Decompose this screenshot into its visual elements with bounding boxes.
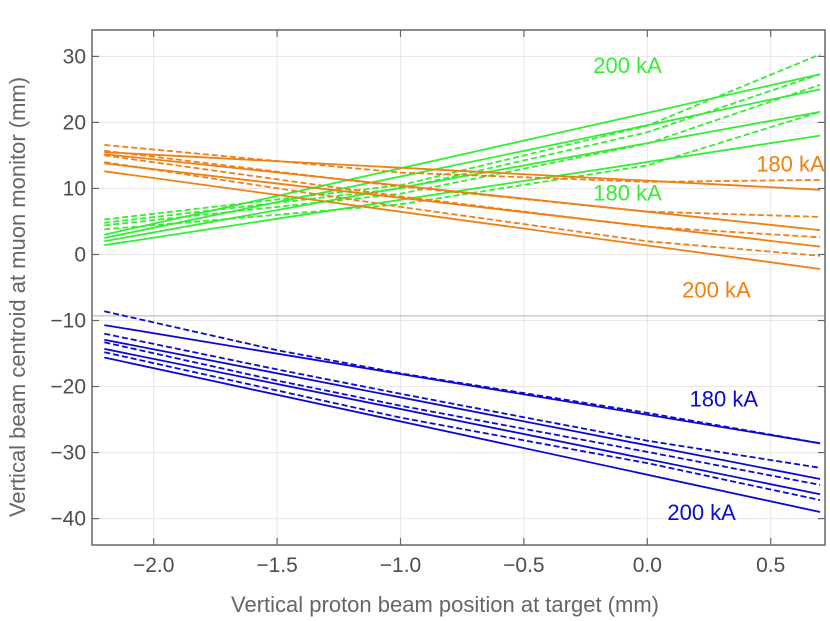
y-tick-label-5: −20 xyxy=(50,376,86,399)
series-line-blue-dashed-2 xyxy=(104,332,821,469)
annotation-label-4: 180 kA xyxy=(690,386,759,411)
x-tick-label-1: −1.5 xyxy=(256,554,297,577)
series-line-blue-solid-4 xyxy=(104,356,821,513)
x-tick-label-3: −0.5 xyxy=(503,554,544,577)
annotation-label-1: 180 kA xyxy=(756,151,825,176)
series-line-orange-dashed-2 xyxy=(104,149,821,218)
y-tick-label-2: 10 xyxy=(63,177,86,200)
series-line-orange-solid-3 xyxy=(104,162,821,248)
plot-frame xyxy=(91,29,826,546)
annotation-label-2: 180 kA xyxy=(593,180,662,205)
y-tick-label-7: −40 xyxy=(50,508,86,531)
series-line-green-solid-4 xyxy=(104,134,821,247)
y-tick-label-0: 30 xyxy=(63,45,86,68)
gridlines xyxy=(92,30,825,545)
y-tick-label-3: 0 xyxy=(74,243,86,266)
x-tick-label-5: 0.5 xyxy=(756,554,785,577)
ticks-group: −2.0 −1.5 −1.0 −0.5 0.0 0.5 30 20 10 0 −10 −20 −30 −4… xyxy=(50,30,825,577)
series-line-orange-solid-4 xyxy=(104,170,821,270)
series-line-blue-solid-3 xyxy=(104,348,821,496)
series-line-green-dashed-4 xyxy=(104,111,821,231)
series-line-green-dashed-2 xyxy=(104,73,821,224)
annotations-group: 200 kA 180 kA 180 kA 200 kA 180 kA 200 kA xyxy=(593,53,825,525)
y-axis-title: Vertical beam centroid at muon monitor (… xyxy=(5,77,30,517)
annotation-label-5: 200 kA xyxy=(667,500,736,525)
series-line-blue-dashed-4 xyxy=(104,351,821,501)
annotation-label-3: 200 kA xyxy=(682,277,751,302)
y-tick-label-1: 20 xyxy=(63,111,86,134)
series-line-green-dashed-1 xyxy=(104,53,821,221)
series-line-blue-dashed-1 xyxy=(104,310,821,445)
series-line-green-dashed-3 xyxy=(104,83,821,227)
x-tick-label-2: −1.0 xyxy=(380,554,421,577)
y-tick-label-4: −10 xyxy=(50,310,86,333)
x-axis-title: Vertical proton beam position at target … xyxy=(231,592,659,617)
series-line-blue-dashed-3 xyxy=(104,341,821,486)
x-tick-label-0: −2.0 xyxy=(133,554,174,577)
series-line-blue-solid-1 xyxy=(104,324,821,445)
series-line-orange-dashed-1 xyxy=(104,144,821,183)
series-line-orange-dashed-3 xyxy=(104,154,821,239)
x-tick-label-4: 0.0 xyxy=(633,554,662,577)
series-line-blue-solid-2 xyxy=(104,338,821,480)
series-line-green-solid-1 xyxy=(104,73,821,236)
series-line-orange-solid-1 xyxy=(104,151,821,191)
annotation-label-0: 200 kA xyxy=(593,53,662,78)
series-line-orange-dashed-4 xyxy=(104,161,821,257)
series-group xyxy=(104,53,821,513)
y-tick-label-6: −30 xyxy=(50,442,86,465)
